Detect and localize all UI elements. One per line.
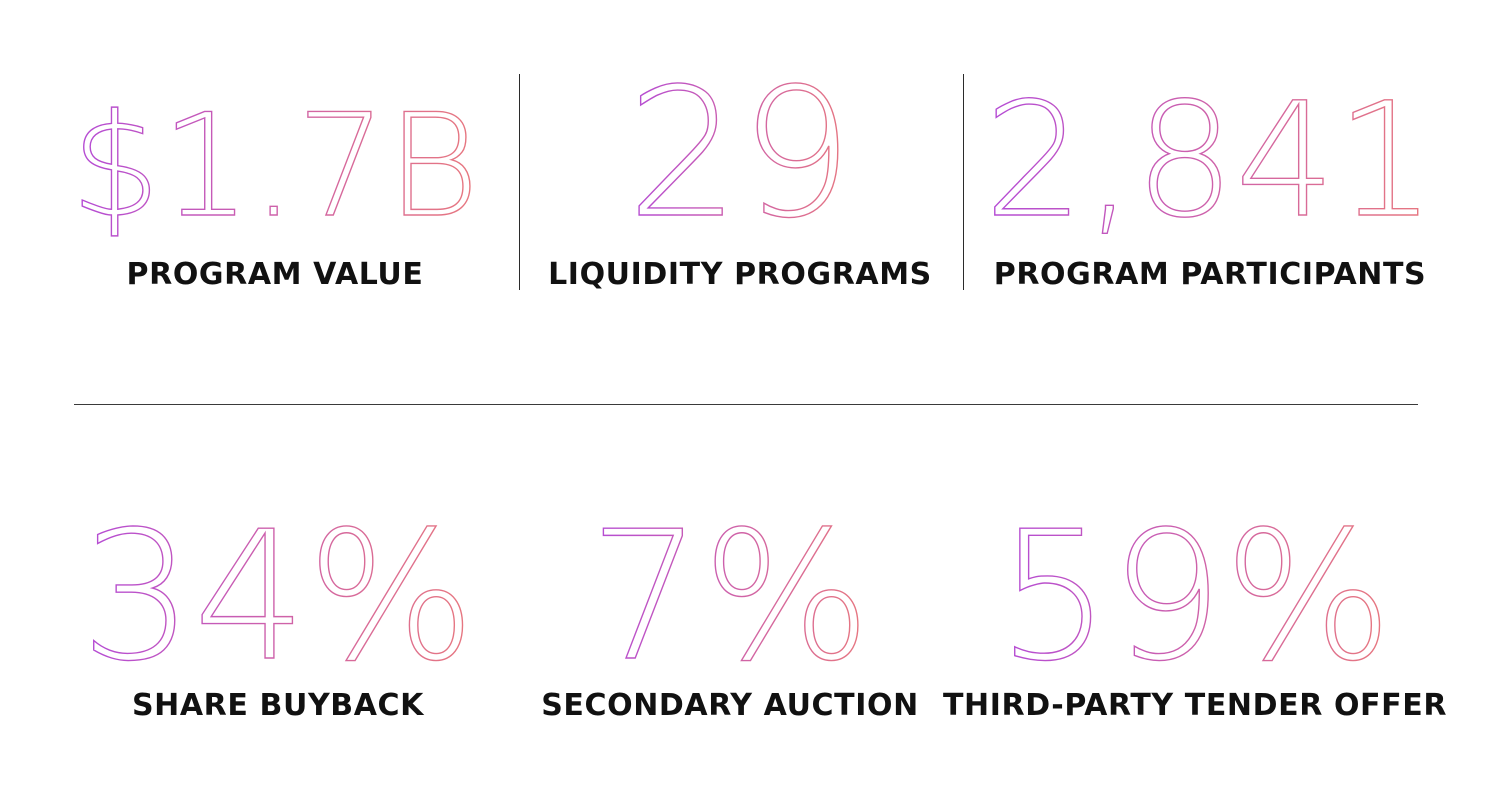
divider-vertical-2 bbox=[963, 74, 964, 290]
stat-value-share-buyback: 34% bbox=[79, 492, 476, 700]
stat-label-third-party-tender-offer: THIRD-PARTY TENDER OFFER bbox=[942, 688, 1448, 723]
stat-value-program-value: $1.7B bbox=[70, 83, 481, 249]
stat-label-secondary-auction: SECONDARY AUCTION bbox=[541, 688, 919, 723]
stat-secondary-auction: 7% SECONDARY AUCTION bbox=[520, 488, 940, 723]
stat-label-share-buyback: SHARE BUYBACK bbox=[131, 688, 425, 723]
stat-value-secondary-auction: 7% bbox=[588, 492, 872, 700]
stat-value-liquidity-programs: 29 bbox=[626, 49, 854, 257]
stat-third-party-tender-offer: 59% THIRD-PARTY TENDER OFFER bbox=[943, 488, 1446, 723]
stat-label-program-participants: PROGRAM PARTICIPANTS bbox=[993, 257, 1427, 292]
svg-text:29: 29 bbox=[627, 50, 854, 257]
svg-text:$1.7B: $1.7B bbox=[70, 84, 479, 249]
svg-text:7%: 7% bbox=[589, 493, 871, 700]
stat-label-liquidity-programs: LIQUIDITY PROGRAMS bbox=[548, 257, 932, 292]
stat-value-third-party-tender-offer: 59% bbox=[996, 492, 1393, 700]
stat-program-value: $1.7B PROGRAM VALUE bbox=[60, 55, 490, 292]
stat-label-program-value: PROGRAM VALUE bbox=[126, 257, 424, 292]
divider-vertical-1 bbox=[519, 74, 520, 290]
stat-liquidity-programs: 29 LIQUIDITY PROGRAMS bbox=[530, 49, 950, 292]
stat-value-program-participants: 2,841 bbox=[983, 68, 1437, 253]
divider-horizontal bbox=[74, 404, 1418, 405]
stat-share-buyback: 34% SHARE BUYBACK bbox=[60, 488, 496, 723]
svg-text:59%: 59% bbox=[997, 493, 1393, 700]
stat-program-participants: 2,841 PROGRAM PARTICIPANTS bbox=[975, 55, 1445, 292]
svg-text:2,841: 2,841 bbox=[984, 69, 1436, 253]
svg-text:34%: 34% bbox=[80, 493, 476, 700]
